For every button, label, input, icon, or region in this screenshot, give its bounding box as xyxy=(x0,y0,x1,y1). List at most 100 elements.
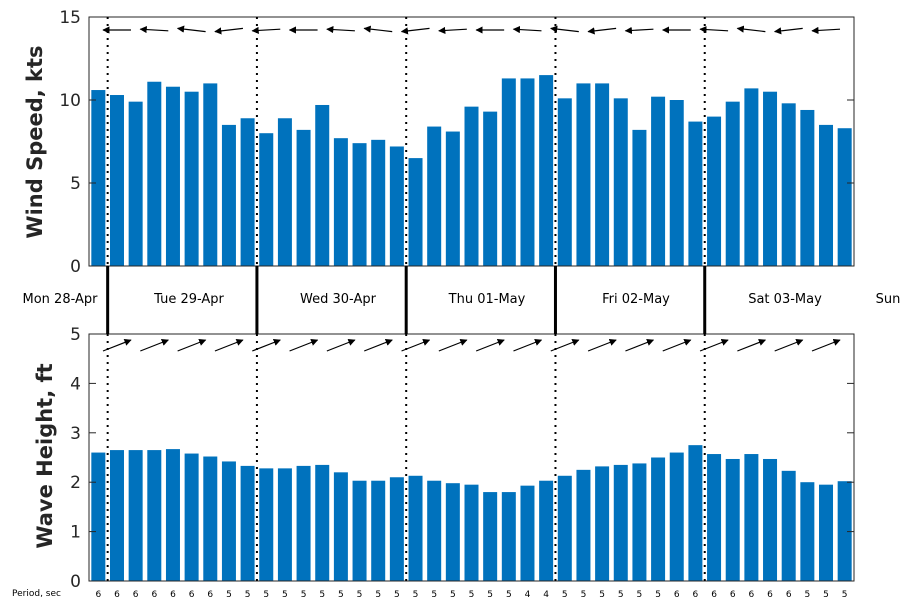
period-value: 5 xyxy=(301,590,307,600)
day-label: Sat 03-May xyxy=(748,292,822,307)
wave-tick-label: 5 xyxy=(70,325,81,345)
bar xyxy=(539,75,554,266)
bar xyxy=(781,103,796,266)
direction-arrow xyxy=(214,339,244,352)
period-value: 5 xyxy=(842,590,848,600)
direction-arrow xyxy=(326,339,356,352)
bar xyxy=(408,158,423,266)
period-value: 5 xyxy=(431,590,437,600)
bar xyxy=(837,481,852,581)
day-label: Fri 02-May xyxy=(602,292,670,307)
direction-arrow xyxy=(624,26,654,35)
bar xyxy=(184,453,199,581)
period-value: 5 xyxy=(637,590,643,600)
wind-tick-label: 10 xyxy=(59,91,81,111)
bar xyxy=(147,81,162,267)
bar xyxy=(109,95,124,267)
direction-arrow xyxy=(773,27,803,35)
bar xyxy=(800,109,815,267)
bar xyxy=(333,472,348,581)
bar xyxy=(707,116,722,266)
bar xyxy=(651,457,666,581)
direction-arrow xyxy=(251,26,281,35)
period-value: 5 xyxy=(413,590,419,600)
bar xyxy=(371,139,386,266)
period-value: 5 xyxy=(245,590,251,600)
direction-arrow xyxy=(363,339,393,352)
direction-arrow xyxy=(475,339,505,352)
direction-arrow xyxy=(214,27,244,35)
period-value: 6 xyxy=(151,590,157,600)
bar xyxy=(763,458,778,581)
bar xyxy=(707,454,722,581)
period-value: 5 xyxy=(506,590,512,600)
bar xyxy=(651,96,666,267)
bar xyxy=(352,480,367,581)
bar xyxy=(315,464,330,581)
bar xyxy=(165,449,180,581)
bar xyxy=(240,118,255,266)
direction-arrow xyxy=(513,339,543,352)
direction-arrow xyxy=(811,26,841,35)
bar xyxy=(184,91,199,266)
wave-tick-label: 1 xyxy=(70,523,81,543)
direction-arrow xyxy=(177,339,207,352)
bar xyxy=(632,129,647,266)
period-value: 5 xyxy=(487,590,493,600)
bar xyxy=(109,450,124,581)
bar xyxy=(483,492,498,581)
period-value: 5 xyxy=(469,590,475,600)
bar xyxy=(744,88,759,266)
wind-tick-label: 0 xyxy=(70,257,81,277)
bar xyxy=(259,468,274,581)
bar xyxy=(819,124,834,267)
direction-arrow xyxy=(811,339,841,352)
direction-arrow xyxy=(512,25,542,34)
day-label: Wed 30-Apr xyxy=(300,292,377,307)
period-value: 6 xyxy=(114,590,120,600)
period-value: 6 xyxy=(711,590,717,600)
plot-frame xyxy=(88,16,855,267)
direction-arrow xyxy=(252,339,281,352)
period-value: 5 xyxy=(450,590,456,600)
bar xyxy=(725,458,740,581)
bar xyxy=(91,452,106,581)
bar xyxy=(688,445,703,581)
bar xyxy=(613,98,628,266)
direction-arrow xyxy=(289,339,319,352)
direction-arrow xyxy=(140,339,169,352)
bar xyxy=(445,483,460,581)
period-value: 4 xyxy=(525,590,531,600)
bar xyxy=(781,470,796,581)
bar xyxy=(744,454,759,581)
bar xyxy=(203,456,218,581)
bar xyxy=(613,464,628,581)
bar xyxy=(725,101,740,266)
bar xyxy=(688,121,703,266)
wave-tick-label: 0 xyxy=(70,572,81,592)
period-value: 6 xyxy=(133,590,139,600)
direction-arrow xyxy=(587,27,617,35)
day-label: Thu 01-May xyxy=(448,292,526,307)
bar xyxy=(464,106,479,266)
period-value: 6 xyxy=(693,590,699,600)
bar xyxy=(445,131,460,266)
bar xyxy=(389,146,404,266)
direction-arrow xyxy=(774,339,804,352)
bar xyxy=(576,83,591,267)
bar xyxy=(296,129,311,266)
period-value: 4 xyxy=(543,590,549,600)
wave-ylabel: Wave Height, ft xyxy=(33,363,57,548)
direction-arrow xyxy=(438,339,468,352)
wave-tick-label: 2 xyxy=(70,473,81,493)
bar xyxy=(91,90,106,266)
bar xyxy=(595,466,610,581)
bar xyxy=(595,83,610,267)
bar xyxy=(389,477,404,581)
bar xyxy=(352,143,367,266)
period-value: 5 xyxy=(263,590,269,600)
bar xyxy=(464,484,479,581)
direction-arrow xyxy=(176,25,206,33)
bar xyxy=(315,104,330,266)
direction-arrow xyxy=(550,339,580,352)
